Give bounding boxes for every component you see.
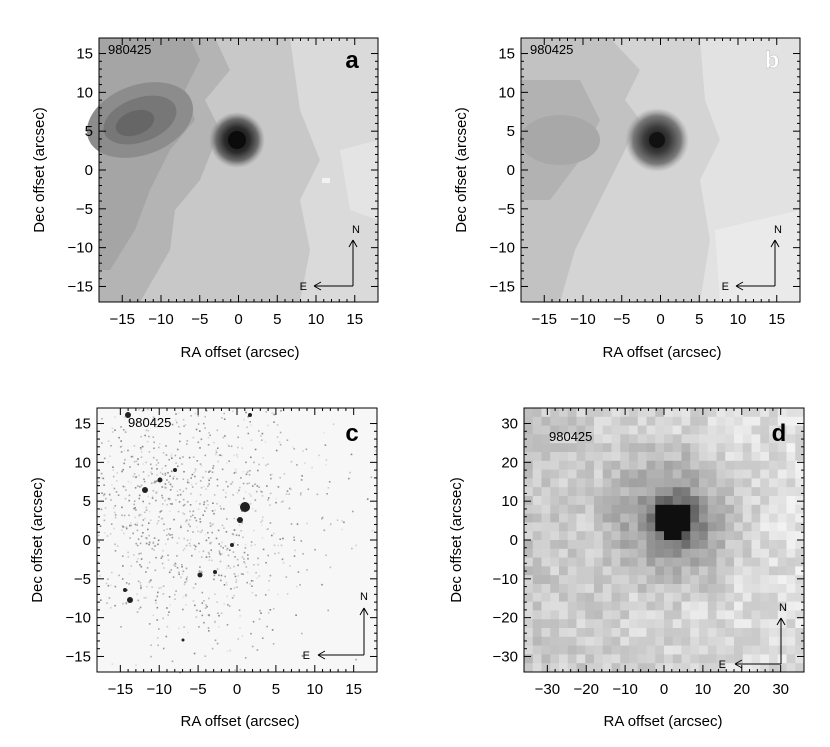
y-tick-label: 15 xyxy=(74,416,91,433)
x-tick-label: 15 xyxy=(346,311,363,328)
compass-north-label: N xyxy=(779,602,787,614)
x-tick-label: 15 xyxy=(345,681,362,698)
x-axis-label: RA offset (arcsec) xyxy=(603,344,722,361)
panel-letter: c xyxy=(345,420,358,447)
x-tick-label: −5 xyxy=(191,311,208,328)
x-tick-label: −5 xyxy=(190,681,207,698)
x-axis-label: RA offset (arcsec) xyxy=(604,713,723,730)
y-tick-label: 5 xyxy=(83,493,91,510)
panel-letter: a xyxy=(345,47,359,74)
speckle-field xyxy=(97,408,377,674)
compass-arrow: N E xyxy=(719,602,787,671)
y-tick-label: 10 xyxy=(501,493,518,510)
compass-arrow: N E xyxy=(300,224,360,293)
y-tick-label: 10 xyxy=(498,84,515,101)
y-tick-label: 5 xyxy=(85,123,93,140)
y-tick-label: 0 xyxy=(85,162,93,179)
object-label: 980425 xyxy=(530,42,573,57)
x-tick-label: 20 xyxy=(733,681,750,698)
compass-arrow: N E xyxy=(722,224,782,293)
y-tick-label: −20 xyxy=(493,610,518,627)
y-tick-label: −5 xyxy=(76,201,93,218)
compass-east-label: E xyxy=(300,281,307,293)
ticks-b: −15 −15 −10 −10 −5 −5 0 0 5 5 10 10 15 15 xyxy=(490,38,800,328)
x-tick-label: 15 xyxy=(768,311,785,328)
compass-east-label: E xyxy=(303,650,310,662)
y-tick-label: 10 xyxy=(74,454,91,471)
y-tick-label: 0 xyxy=(510,532,518,549)
x-tick-label: 0 xyxy=(233,681,241,698)
y-tick-label: −30 xyxy=(493,648,518,665)
x-tick-label: 10 xyxy=(730,311,747,328)
x-tick-label: 0 xyxy=(656,311,664,328)
y-axis-label: Dec offset (arcsec) xyxy=(29,477,46,603)
x-tick-label: 10 xyxy=(308,311,325,328)
y-axis-label: Dec offset (arcsec) xyxy=(453,107,470,233)
ticks-d: −30 −30 −20 −20 −10 −10 0 0 10 10 20 20 30 30 xyxy=(493,408,804,698)
y-tick-label: −15 xyxy=(68,278,93,295)
y-tick-label: −10 xyxy=(493,571,518,588)
y-tick-label: −15 xyxy=(66,648,91,665)
x-tick-label: −15 xyxy=(110,311,135,328)
x-tick-label: −10 xyxy=(148,311,173,328)
image-c xyxy=(97,408,377,674)
x-tick-label: −20 xyxy=(573,681,598,698)
x-axis-label: RA offset (arcsec) xyxy=(181,344,300,361)
object-label: 980425 xyxy=(128,415,171,430)
object-label: 980425 xyxy=(108,42,151,57)
pixel-grid xyxy=(524,408,805,673)
panel-a: −15 −15 −10 −10 −5 −5 0 0 5 5 10 10 15 15 980425 a N … xyxy=(31,37,379,361)
x-tick-label: 5 xyxy=(273,311,281,328)
ticks-a: −15 −15 −10 −10 −5 −5 0 0 5 5 10 10 15 15 xyxy=(68,38,378,328)
y-tick-label: 30 xyxy=(501,416,518,433)
image-b xyxy=(520,38,800,302)
panel-letter: d xyxy=(772,420,787,447)
y-axis-label: Dec offset (arcsec) xyxy=(448,477,465,603)
x-tick-label: −30 xyxy=(535,681,560,698)
x-tick-label: −15 xyxy=(108,681,133,698)
y-tick-label: −10 xyxy=(490,240,515,257)
x-tick-label: 0 xyxy=(234,311,242,328)
y-tick-label: 20 xyxy=(501,454,518,471)
compass-north-label: N xyxy=(774,224,782,236)
compass-north-label: N xyxy=(352,224,360,236)
x-axis-label: RA offset (arcsec) xyxy=(181,713,300,730)
x-tick-label: 5 xyxy=(272,681,280,698)
y-axis-label: Dec offset (arcsec) xyxy=(31,107,48,233)
y-tick-label: 10 xyxy=(76,84,93,101)
panel-b: −15 −15 −10 −10 −5 −5 0 0 5 5 10 10 15 15 980425 b N … xyxy=(453,37,801,361)
y-tick-label: −5 xyxy=(74,571,91,588)
compass-north-label: N xyxy=(360,591,368,603)
x-tick-label: −10 xyxy=(570,311,595,328)
compass-arrow: N E xyxy=(303,591,369,662)
image-a xyxy=(86,38,378,302)
x-tick-label: −5 xyxy=(613,311,630,328)
compass-east-label: E xyxy=(719,659,726,671)
x-tick-label: 30 xyxy=(772,681,789,698)
x-tick-label: 5 xyxy=(695,311,703,328)
panel-c: −15 −15 −10 −10 −5 −5 0 0 5 5 10 10 15 15 980425 c N … xyxy=(29,407,378,730)
x-tick-label: 0 xyxy=(660,681,668,698)
y-tick-label: −15 xyxy=(490,278,515,295)
image-d xyxy=(524,408,805,673)
x-tick-label: 10 xyxy=(306,681,323,698)
x-tick-label: −15 xyxy=(532,311,557,328)
x-tick-label: 10 xyxy=(695,681,712,698)
y-tick-label: 5 xyxy=(507,123,515,140)
compass-east-label: E xyxy=(722,281,729,293)
y-tick-label: −10 xyxy=(68,240,93,257)
ticks-c: −15 −15 −10 −10 −5 −5 0 0 5 5 10 10 15 15 xyxy=(66,408,377,698)
y-tick-label: 0 xyxy=(83,532,91,549)
y-tick-label: −10 xyxy=(66,610,91,627)
x-tick-label: −10 xyxy=(612,681,637,698)
x-tick-label: −10 xyxy=(146,681,171,698)
y-tick-label: 15 xyxy=(498,46,515,63)
y-tick-label: 0 xyxy=(507,162,515,179)
object-label: 980425 xyxy=(549,429,592,444)
panel-letter: b xyxy=(765,47,780,74)
y-tick-label: 15 xyxy=(76,46,93,63)
y-tick-label: −5 xyxy=(498,201,515,218)
